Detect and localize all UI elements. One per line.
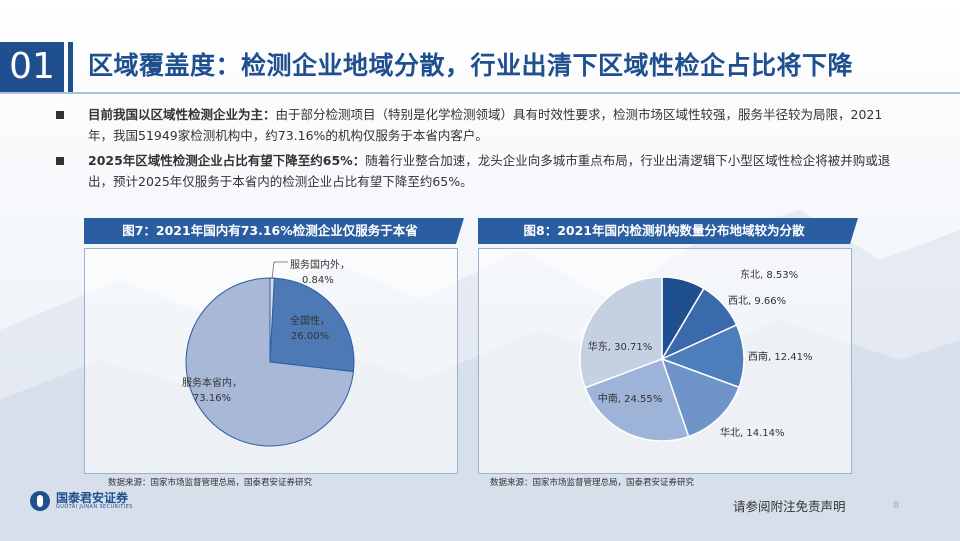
pie-label: 西南, 12.41%	[748, 350, 813, 363]
figure7-title-text: 图7：2021年国内有73.16%检测企业仅服务于本省	[122, 223, 418, 238]
bullet-heading: 目前我国以区域性检测企业为主：	[88, 107, 276, 122]
leader-line	[271, 261, 288, 280]
bullet-item: 目前我国以区域性检测企业为主：由于部分检测项目（特别是化学检测领域）具有时效性要…	[56, 104, 906, 146]
bullet-text: 由于部分检测项目（特别是化学检测领域）具有时效性要求，检测市场区域性较强，服务半…	[88, 107, 883, 143]
pie-slice	[185, 277, 354, 447]
pie-label: 华东, 30.71%	[588, 340, 653, 353]
bullet-item: 2025年区域性检测企业占比有望下降至约65%：随着行业整合加速，龙头企业向多城…	[56, 150, 906, 192]
bullet-heading: 2025年区域性检测企业占比有望下降至约65%：	[88, 153, 366, 168]
pie-label: 中南, 24.55%	[598, 392, 663, 405]
pie-value-label: 0.84%	[302, 275, 334, 286]
pie-label: 华北, 14.14%	[720, 426, 785, 439]
bullet-text: 随着行业整合加速，龙头企业向多城市重点布局，行业出清逻辑下小型区域性检企将被并购…	[88, 153, 891, 189]
logo-icon	[30, 491, 50, 511]
bullet-square-icon	[56, 111, 64, 119]
logo-text-en: GUOTAI JUNAN SECURITIES	[56, 504, 133, 510]
bullet-list: 目前我国以区域性检测企业为主：由于部分检测项目（特别是化学检测领域）具有时效性要…	[56, 104, 906, 196]
disclaimer-link[interactable]: 请参阅附注免责声明	[733, 499, 846, 514]
section-divider	[68, 42, 73, 92]
pie-slice	[660, 323, 745, 389]
pie-slice	[660, 357, 740, 438]
figure8-title-text: 图8：2021年国内检测机构数量分布地域较为分散	[523, 223, 805, 238]
pie-label: 西北, 9.66%	[728, 295, 786, 307]
bullet-square-icon	[56, 157, 64, 165]
figure7-title: 图7：2021年国内有73.16%检测企业仅服务于本省	[84, 218, 464, 244]
pie-value-label: 73.16%	[193, 393, 231, 404]
pie-value-label: 26.00%	[291, 331, 329, 342]
section-number: 01	[0, 42, 64, 92]
logo-text: 国泰君安证券	[56, 491, 129, 505]
pie-category-label: 全国性，	[290, 314, 330, 327]
header-rule	[0, 92, 960, 94]
pie-category-label: 服务国内外，	[290, 258, 350, 271]
figure7-source: 数据来源：国家市场监督管理总局，国泰君安证券研究	[108, 478, 313, 488]
page-number: 8	[893, 500, 900, 511]
header: 01 区域覆盖度：检测企业地域分散，行业出清下区域性检企占比将下降	[0, 36, 960, 98]
pie-label: 东北, 8.53%	[740, 268, 798, 281]
figure8-source: 数据来源：国家市场监督管理总局，国泰君安证券研究	[490, 478, 695, 488]
pie-category-label: 服务本省内，	[182, 376, 242, 389]
figure8-title: 图8：2021年国内检测机构数量分布地域较为分散	[478, 218, 858, 244]
pie-slice	[269, 277, 355, 373]
page-title: 区域覆盖度：检测企业地域分散，行业出清下区域性检企占比将下降	[88, 51, 854, 80]
figure8-pie-chart: 东北, 8.53% 西北, 9.66% 西南, 12.41% 华北, 14.14% 中南…	[579, 268, 813, 442]
figure7-pie-chart: 服务国内外， 0.84% 全国性， 26.00% 服务本省内， 73.16%	[182, 258, 355, 447]
pie-slice	[584, 358, 690, 442]
pie-slice	[579, 276, 663, 389]
